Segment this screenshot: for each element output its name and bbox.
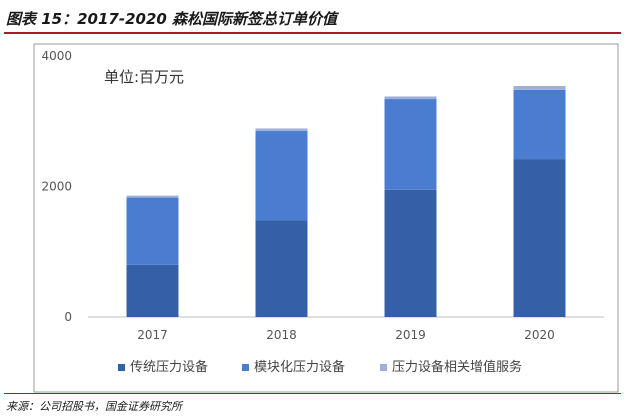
- bar-segment: [126, 264, 179, 317]
- source-rule: [4, 393, 621, 394]
- bar-segment: [255, 220, 308, 317]
- bar-segment: [255, 131, 308, 221]
- legend-swatch: [242, 364, 249, 371]
- bar-segment: [126, 197, 179, 265]
- title-rule: [4, 32, 621, 34]
- legend-label: 模块化压力设备: [254, 359, 345, 375]
- figure-title: 图表 15：2017-2020 森松国际新签总订单价值: [6, 10, 338, 28]
- source-note: 来源：公司招股书，国金证券研究所: [6, 400, 182, 413]
- bar-segment: [384, 189, 437, 317]
- x-tick-label: 2019: [395, 328, 426, 342]
- legend-swatch: [118, 364, 125, 371]
- chart-frame: [33, 43, 619, 393]
- bar-segment: [513, 86, 566, 90]
- x-axis: 2017 2018 2019 2020: [137, 328, 555, 342]
- bar-segment: [255, 128, 308, 132]
- legend-label: 压力设备相关增值服务: [392, 359, 522, 375]
- bar-segment: [513, 159, 566, 317]
- unit-label: 单位:百万元: [104, 68, 184, 86]
- legend-label: 传统压力设备: [130, 359, 208, 375]
- bar-segment: [384, 96, 437, 100]
- bar-segment: [126, 195, 179, 198]
- x-tick-label: 2018: [266, 328, 297, 342]
- bar-segment: [384, 99, 437, 190]
- legend-swatch: [380, 364, 387, 371]
- legend: 传统压力设备 模块化压力设备 压力设备相关增值服务: [118, 359, 522, 375]
- y-tick-label: 0: [64, 310, 72, 324]
- y-tick-label: 4000: [41, 49, 72, 63]
- x-tick-label: 2020: [524, 328, 555, 342]
- y-axis: 0 2000 4000: [41, 49, 72, 324]
- bars-group: [126, 86, 566, 317]
- x-tick-label: 2017: [137, 328, 168, 342]
- bar-segment: [513, 89, 566, 160]
- y-tick-label: 2000: [41, 180, 72, 194]
